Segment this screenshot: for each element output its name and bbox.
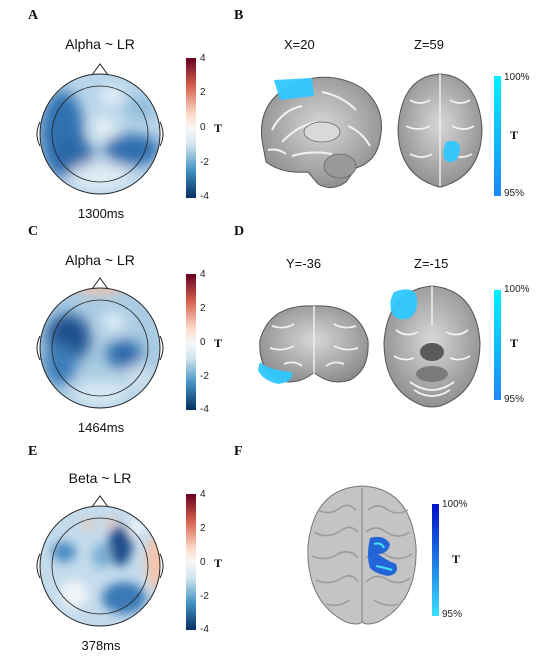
cbar-bottom-b: 95% <box>504 188 525 199</box>
panel-label-f: F <box>234 444 243 459</box>
cbar-tick-e-2: 0 <box>200 557 206 568</box>
colorbar-b <box>494 76 501 196</box>
cbar-tick-a-3: -2 <box>200 157 209 168</box>
time-label-c: 1464ms <box>77 420 125 435</box>
cbar-top-d: 100% <box>504 284 530 295</box>
cbar-tick-c-2: 0 <box>200 337 206 348</box>
cbar-label-a: T <box>214 121 223 135</box>
panel-label-b: B <box>234 8 244 23</box>
colorbar-e <box>186 494 196 630</box>
brain-coronal-d <box>254 300 374 386</box>
slice-label-b-1: Z=59 <box>414 37 444 52</box>
brain-sagittal-b <box>252 70 387 195</box>
cbar-top-b: 100% <box>504 72 530 83</box>
cbar-label-b: T <box>510 128 519 142</box>
panel-label-a: A <box>28 8 39 23</box>
cbar-tick-c-0: 4 <box>200 269 206 280</box>
cbar-label-d: T <box>510 336 519 350</box>
colorbar-f <box>432 504 439 616</box>
cbar-bottom-f: 95% <box>442 609 463 620</box>
slice-label-d-0: Y=-36 <box>286 256 322 271</box>
panel-label-d: D <box>234 224 245 239</box>
cbar-label-e: T <box>214 556 223 570</box>
cbar-tick-c-3: -2 <box>200 371 209 382</box>
topomap-a <box>34 58 170 198</box>
cbar-tick-e-3: -2 <box>200 591 209 602</box>
cbar-label-f: T <box>452 552 461 566</box>
topomap-title-c: Alpha ~ LR <box>65 252 135 268</box>
topomap-e <box>34 490 170 630</box>
colorbar-a <box>186 58 196 198</box>
cbar-tick-a-2: 0 <box>200 122 206 133</box>
cbar-tick-a-4: -4 <box>200 191 209 202</box>
cbar-top-f: 100% <box>442 499 468 510</box>
colorbar-d <box>494 290 501 400</box>
time-label-a: 1300ms <box>77 206 125 221</box>
time-label-e: 378ms <box>81 638 121 653</box>
cbar-tick-e-0: 4 <box>200 489 206 500</box>
cbar-tick-a-1: 2 <box>200 87 206 98</box>
cbar-tick-e-1: 2 <box>200 523 206 534</box>
panel-label-c: C <box>28 224 39 239</box>
cbar-label-c: T <box>214 336 223 350</box>
brain-surface-f <box>304 482 420 628</box>
cbar-tick-c-4: -4 <box>200 404 209 415</box>
cbar-tick-c-1: 2 <box>200 303 206 314</box>
cbar-tick-a-0: 4 <box>200 53 206 64</box>
slice-label-d-1: Z=-15 <box>414 256 449 271</box>
brain-axial-b <box>394 70 486 190</box>
colorbar-c <box>186 274 196 410</box>
brain-axial-d <box>380 282 484 410</box>
topomap-title-a: Alpha ~ LR <box>65 36 135 52</box>
topomap-title-e: Beta ~ LR <box>68 470 132 486</box>
slice-label-b-0: X=20 <box>284 37 315 52</box>
cbar-bottom-d: 95% <box>504 394 525 405</box>
cbar-tick-e-4: -4 <box>200 624 209 635</box>
panel-label-e: E <box>28 444 38 459</box>
topomap-c <box>34 272 170 412</box>
